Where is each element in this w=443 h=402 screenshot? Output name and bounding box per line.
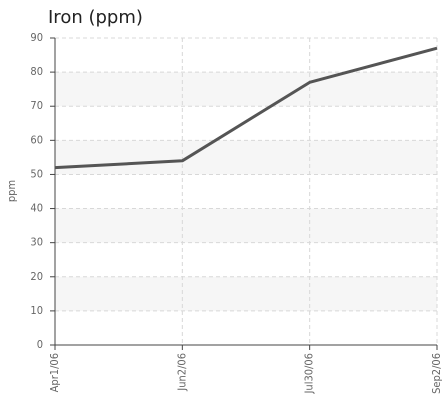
line	[54, 46, 438, 170]
y-tick-label: 60	[30, 133, 43, 146]
chart-title: Iron (ppm)	[48, 7, 143, 28]
x-tick-label: Jul30/06	[303, 353, 316, 394]
band	[55, 72, 437, 107]
y-tick-label: 90	[30, 31, 43, 44]
y-tick-label: 50	[30, 167, 43, 180]
y-tick-label: 30	[30, 236, 43, 249]
y-tick-label: 40	[30, 202, 43, 215]
y-tick-label: 80	[30, 65, 43, 78]
y-axis-label: ppm	[5, 180, 18, 202]
y-tick-label: 20	[30, 270, 43, 283]
band	[55, 276, 437, 311]
y-tick-label: 10	[30, 304, 43, 317]
y-tick-label: 70	[30, 99, 43, 112]
x-tick-label: Sep2/06	[430, 353, 443, 394]
x-tick-label: Apr1/06	[48, 353, 61, 392]
y-tick-label: 0	[37, 338, 43, 351]
x-tick-label: Jun2/06	[175, 353, 188, 392]
band	[55, 140, 437, 175]
band	[55, 208, 437, 243]
